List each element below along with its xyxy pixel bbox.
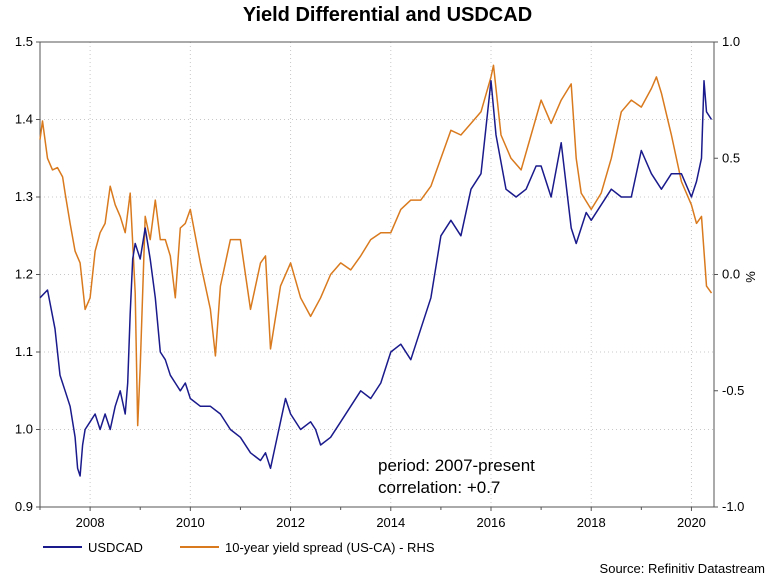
y-tick-label: 1.5 (15, 34, 33, 49)
annotation-period: period: 2007-present (378, 456, 535, 475)
legend-label-usdcad: USDCAD (88, 540, 143, 555)
y-tick-label: 1.4 (15, 112, 33, 127)
chart-title: Yield Differential and USDCAD (242, 4, 533, 26)
legend: USDCAD 10-year yield spread (US-CA) - RH… (43, 540, 435, 555)
annotation-correlation: correlation: +0.7 (378, 478, 500, 497)
right-axis-label: % (743, 271, 758, 283)
x-tick-label: 2008 (76, 515, 105, 530)
legend-label-yield-spread: 10-year yield spread (US-CA) - RHS (225, 540, 435, 555)
x-tick-label: 2018 (577, 515, 606, 530)
x-tick-label: 2012 (276, 515, 305, 530)
axis-ticks: 0.9 1.0 1.1 1.2 1.3 1.4 1.5 -1.0 -0.5 0.0 0.5 1.0 20… (15, 34, 744, 530)
y2-tick-label: 0.0 (722, 267, 740, 282)
series-layer (39, 64, 713, 477)
x-tick-label: 2016 (477, 515, 506, 530)
y2-tick-label: -0.5 (722, 383, 744, 398)
y-tick-label: 1.0 (15, 422, 33, 437)
x-tick-label: 2010 (176, 515, 205, 530)
y2-tick-label: 0.5 (722, 150, 740, 165)
x-tick-label: 2020 (677, 515, 706, 530)
grid-lines (40, 42, 714, 507)
x-tick-label: 2014 (376, 515, 405, 530)
y2-tick-label: 1.0 (722, 34, 740, 49)
y-tick-label: 1.3 (15, 189, 33, 204)
y-tick-label: 1.2 (15, 267, 33, 282)
series-line-yield-spread (39, 64, 713, 427)
y2-tick-label: -1.0 (722, 499, 744, 514)
y-tick-label: 0.9 (15, 499, 33, 514)
source-note: Source: Refinitiv Datastream (600, 561, 765, 576)
series-line-usdcad (39, 80, 713, 477)
y-tick-label: 1.1 (15, 344, 33, 359)
